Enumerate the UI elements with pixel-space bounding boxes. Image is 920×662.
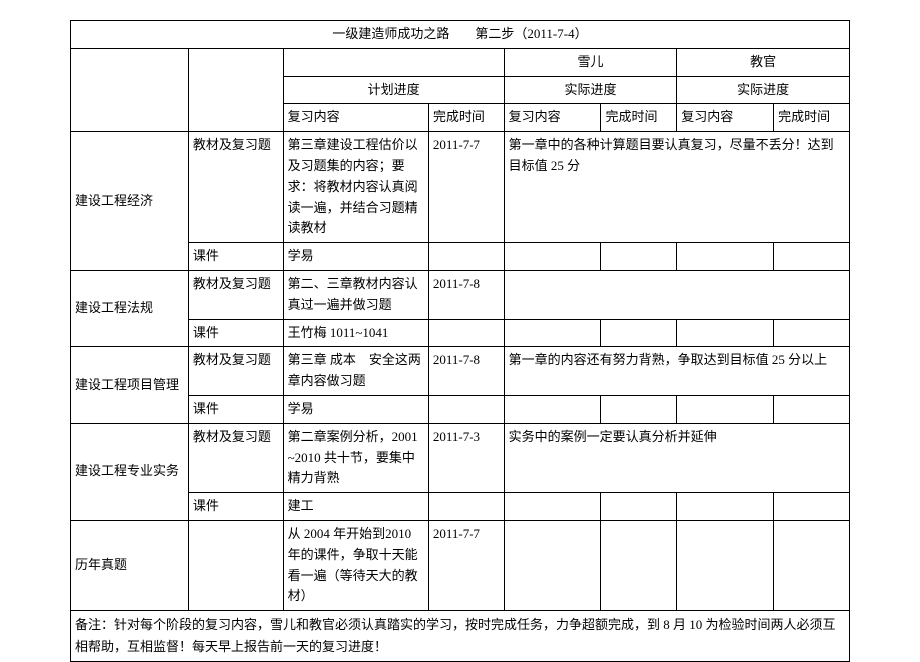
time-cell [428, 243, 504, 271]
footer-note: 备注：针对每个阶段的复习内容，雪儿和教官必须认真踏实的学习，按时完成任务，力争超… [71, 611, 850, 662]
cell [677, 520, 774, 610]
cell [677, 493, 774, 521]
col-type-blank [188, 48, 283, 131]
note-cell: 实务中的案例一定要认真分析并延伸 [504, 423, 849, 492]
cell [504, 395, 601, 423]
cell [601, 493, 677, 521]
plan-cell: 学易 [283, 395, 428, 423]
time-cell: 2011-7-8 [428, 270, 504, 319]
note-cell: 第一章的内容还有努力背熟，争取达到目标值 25 分以上 [504, 347, 849, 396]
plan-cell: 王竹梅 1011~1041 [283, 319, 428, 347]
type-cell: 课件 [188, 493, 283, 521]
header-review-content-1: 复习内容 [283, 104, 428, 132]
type-cell [188, 520, 283, 610]
cell [774, 243, 850, 271]
header-person2: 教官 [677, 48, 850, 76]
note-cell: 第一章中的各种计算题目要认真复习，尽量不丢分！达到目标值 25 分 [504, 132, 849, 243]
cell [601, 243, 677, 271]
header-finish-time-1: 完成时间 [428, 104, 504, 132]
cell [601, 520, 677, 610]
plan-cell: 从 2004 年开始到2010 年的课件，争取十天能看一遍（等待天大的教材） [283, 520, 428, 610]
type-cell: 课件 [188, 395, 283, 423]
header-finish-time-2: 完成时间 [601, 104, 677, 132]
cell [504, 520, 601, 610]
plan-cell: 第二章案例分析，2001~2010 共十节，要集中精力背熟 [283, 423, 428, 492]
type-cell: 教材及复习题 [188, 132, 283, 243]
time-cell [428, 395, 504, 423]
time-cell [428, 319, 504, 347]
plan-cell: 第二、三章教材内容认真过一遍并做习题 [283, 270, 428, 319]
header-actual2: 实际进度 [677, 76, 850, 104]
subject-cell: 建设工程经济 [71, 132, 189, 271]
plan-cell: 第三章 成本 安全这两章内容做习题 [283, 347, 428, 396]
header-actual1: 实际进度 [504, 76, 677, 104]
cell [774, 493, 850, 521]
note-cell [504, 270, 849, 319]
type-cell: 教材及复习题 [188, 347, 283, 396]
subject-cell: 建设工程专业实务 [71, 423, 189, 520]
time-cell: 2011-7-3 [428, 423, 504, 492]
header-plan-blank [283, 48, 504, 76]
type-cell: 教材及复习题 [188, 270, 283, 319]
type-cell: 教材及复习题 [188, 423, 283, 492]
subject-cell: 历年真题 [71, 520, 189, 610]
cell [677, 395, 774, 423]
header-finish-time-3: 完成时间 [774, 104, 850, 132]
header-person1: 雪儿 [504, 48, 677, 76]
time-cell: 2011-7-7 [428, 520, 504, 610]
cell [774, 395, 850, 423]
plan-cell: 建工 [283, 493, 428, 521]
cell [504, 493, 601, 521]
time-cell: 2011-7-8 [428, 347, 504, 396]
study-plan-table: 一级建造师成功之路 第二步（2011-7-4） 雪儿 教官 计划进度 实际进度 … [70, 20, 850, 662]
cell [774, 319, 850, 347]
cell [504, 319, 601, 347]
header-review-content-3: 复习内容 [677, 104, 774, 132]
type-cell: 课件 [188, 243, 283, 271]
cell [601, 319, 677, 347]
col-subject-blank [71, 48, 189, 131]
cell [504, 243, 601, 271]
subject-cell: 建设工程项目管理 [71, 347, 189, 423]
plan-cell: 学易 [283, 243, 428, 271]
header-plan: 计划进度 [283, 76, 504, 104]
cell [774, 520, 850, 610]
plan-cell: 第三章建设工程估价以及习题集的内容；要求：将教材内容认真阅读一遍，并结合习题精读… [283, 132, 428, 243]
subject-cell: 建设工程法规 [71, 270, 189, 346]
cell [677, 243, 774, 271]
header-review-content-2: 复习内容 [504, 104, 601, 132]
table-title: 一级建造师成功之路 第二步（2011-7-4） [71, 21, 850, 49]
cell [677, 319, 774, 347]
time-cell: 2011-7-7 [428, 132, 504, 243]
cell [601, 395, 677, 423]
type-cell: 课件 [188, 319, 283, 347]
time-cell [428, 493, 504, 521]
